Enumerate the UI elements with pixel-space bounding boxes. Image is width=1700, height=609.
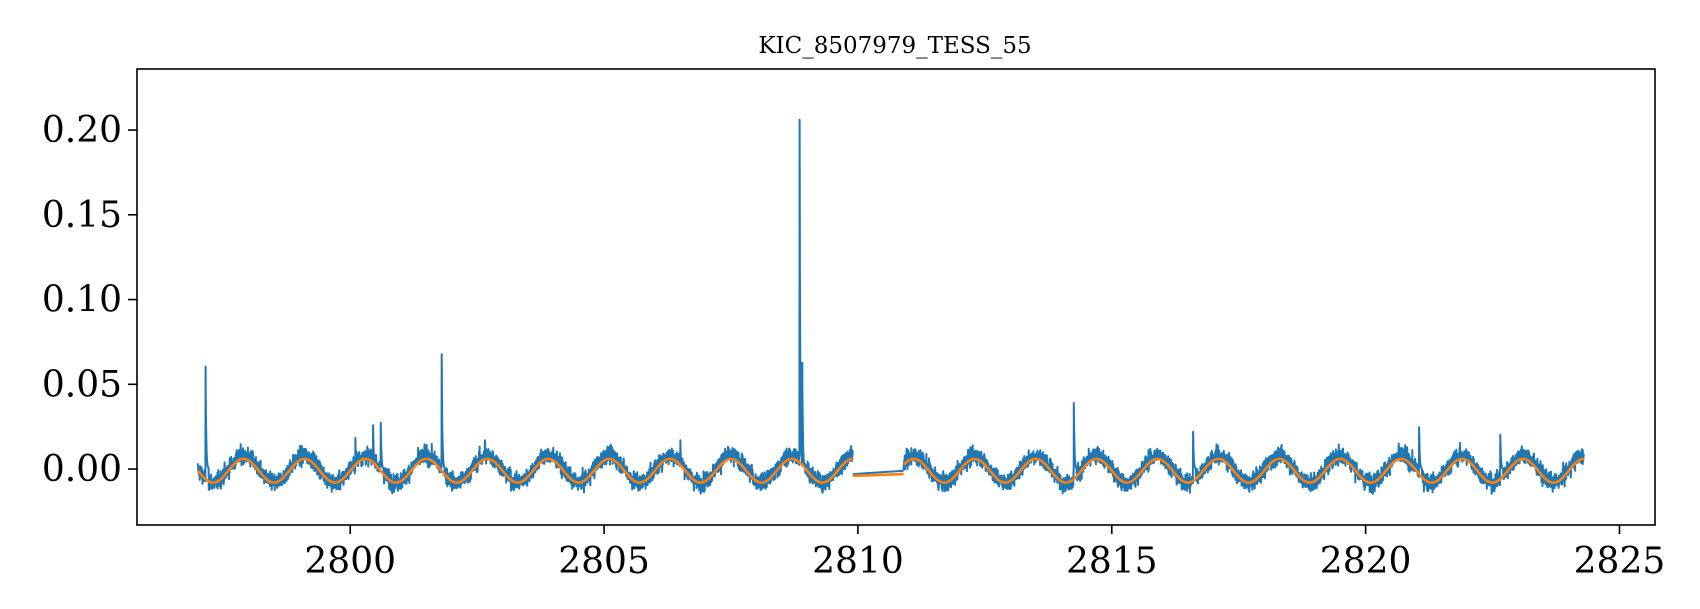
x-tick-label: 2800	[304, 541, 396, 582]
smoothed-trend-series	[196, 457, 1585, 484]
x-axis: 2800 2805 2810 2815 2820 2825	[304, 525, 1665, 582]
series-layer	[196, 118, 1585, 495]
x-tick-label: 2820	[1320, 541, 1412, 582]
x-tick-label: 2825	[1574, 541, 1666, 582]
y-tick-label: 0.10	[42, 280, 122, 321]
raw-flux-series	[196, 118, 1585, 495]
x-tick-label: 2815	[1066, 541, 1158, 582]
chart-title: KIC_8507979_TESS_55	[758, 33, 1031, 59]
y-tick-label: 0.15	[42, 195, 122, 236]
y-tick-label: 0.00	[42, 449, 122, 490]
y-tick-label: 0.05	[42, 364, 122, 405]
x-tick-label: 2810	[812, 541, 904, 582]
x-tick-label: 2805	[558, 541, 650, 582]
plot-frame	[136, 68, 1656, 526]
y-axis: 0.00 0.05 0.10 0.15 0.20	[42, 110, 137, 490]
y-tick-label: 0.20	[42, 110, 122, 151]
